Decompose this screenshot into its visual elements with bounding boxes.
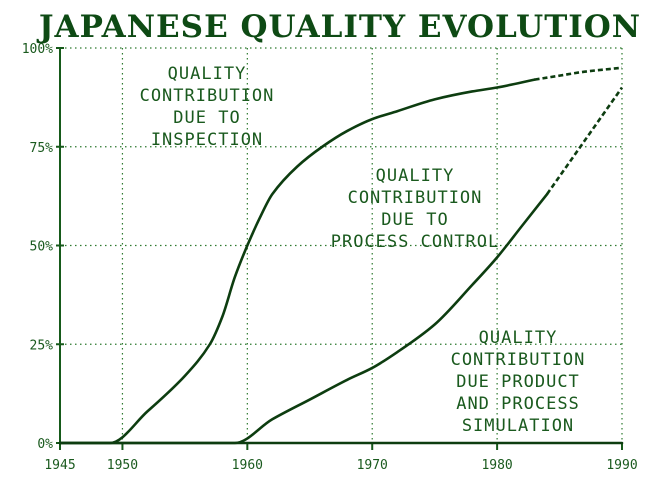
annotation-line: DUE PRODUCT (456, 372, 580, 392)
annotation-line: QUALITY (479, 328, 558, 348)
annotation-simulation: QUALITY CONTRIBUTION DUE PRODUCT AND PROCES… (451, 328, 586, 436)
y-tick-label-25: 25% (30, 338, 54, 353)
annotation-line: CONTRIBUTION (451, 350, 586, 370)
x-tick-label-1970: 1970 (357, 458, 388, 473)
x-tick-label-1945: 1945 (44, 458, 75, 473)
x-tick-label-1960: 1960 (232, 458, 263, 473)
annotation-line: PROCESS CONTROL (331, 232, 500, 252)
annotation-line: CONTRIBUTION (140, 86, 275, 106)
annotation-line: QUALITY (168, 64, 247, 84)
chart-title: JAPANESE QUALITY EVOLUTION (36, 9, 641, 45)
grid (60, 47, 623, 443)
annotation-inspection: QUALITY CONTRIBUTION DUE TO INSPECTION (140, 64, 275, 150)
x-tick-label-1950: 1950 (107, 458, 138, 473)
x-tick-label-1980: 1980 (481, 458, 512, 473)
axes: 1945 1950 1960 1970 1980 1990 0% 25% 50% 75% 100% (22, 42, 638, 473)
series-process-control-curve-group (58, 86, 624, 445)
annotation-process-control: QUALITY CONTRIBUTION DUE TO PROCESS CONTROL (331, 166, 500, 252)
annotation-line: DUE TO (381, 210, 448, 230)
y-tick-label-50: 50% (30, 240, 54, 255)
x-tick-label-1990: 1990 (606, 458, 637, 473)
y-tick-label-100: 100% (22, 42, 53, 57)
annotations: QUALITY CONTRIBUTION DUE TO INSPECTION QUAL… (140, 64, 586, 436)
annotation-line: CONTRIBUTION (348, 188, 483, 208)
annotation-line: DUE TO (173, 108, 240, 128)
annotation-line: AND PROCESS (456, 394, 580, 414)
annotation-line: INSPECTION (151, 130, 263, 150)
series-process-control-curve (58, 192, 549, 445)
series-inspection-curve (58, 78, 536, 445)
y-tick-label-75: 75% (30, 141, 54, 156)
series-inspection-curve-group (58, 66, 623, 445)
series-process-control-curve-projection (546, 86, 624, 195)
annotation-line: SIMULATION (462, 416, 574, 436)
y-tick-label-0: 0% (37, 437, 53, 452)
series-inspection-curve-projection (534, 66, 623, 81)
annotation-line: QUALITY (376, 166, 455, 186)
series-group (58, 66, 624, 445)
